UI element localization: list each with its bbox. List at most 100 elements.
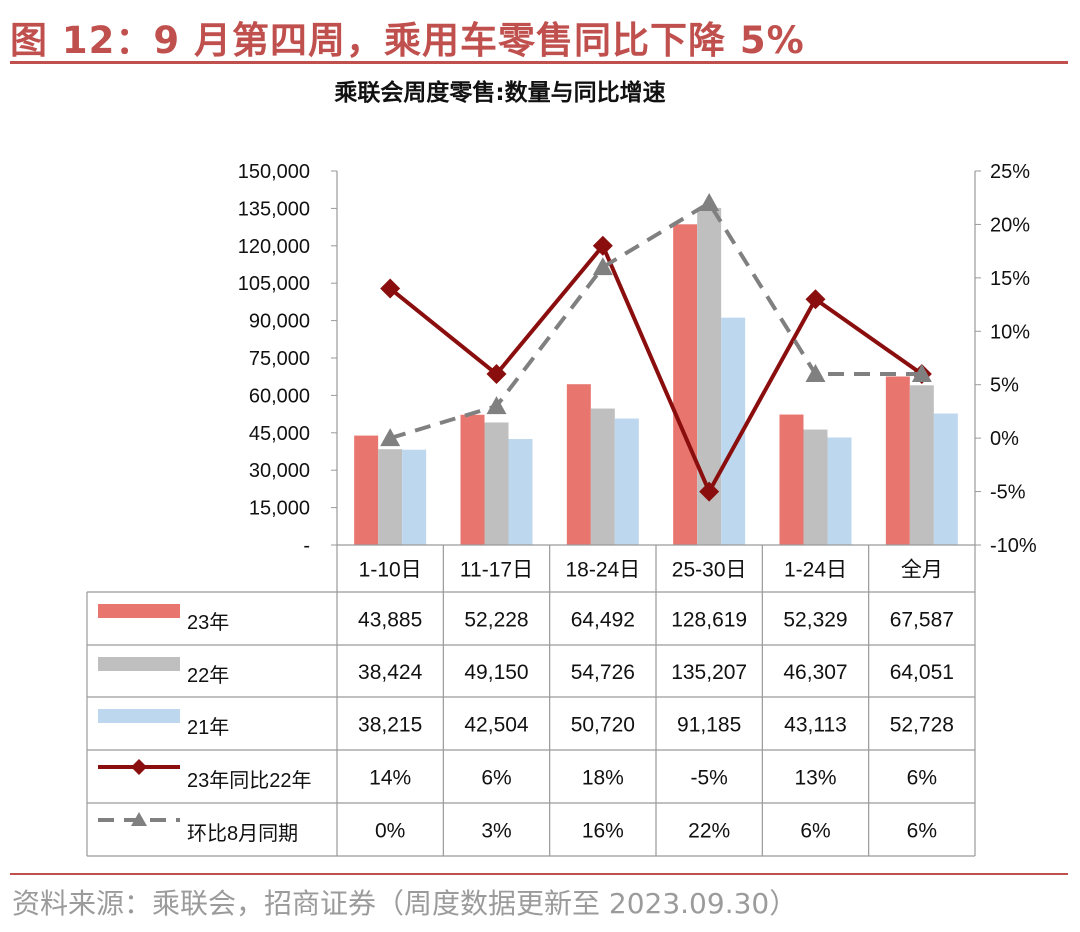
left-axis-tick-label: 135,000 (238, 198, 310, 220)
bar-23年 (779, 414, 804, 545)
table-cell: 38,424 (358, 661, 423, 684)
left-axis-tick-label: 60,000 (249, 385, 310, 407)
table-cell: -5% (690, 767, 727, 790)
bar-22年 (909, 385, 934, 545)
right-axis-tick-label: -5% (990, 482, 1026, 504)
left-axis-tick-label: 150,000 (238, 161, 310, 183)
legend-label: 21年 (187, 716, 229, 739)
table-cell: 135,207 (671, 661, 747, 684)
right-axis-tick-label: 15% (990, 268, 1030, 290)
chart-area: - 15,000 30,000 45,000 60,000 75,000 90,000 105… (86, 161, 1037, 857)
table-cell: 54,726 (571, 661, 635, 684)
table-cell: 64,492 (571, 609, 635, 632)
table-cell: 6% (907, 820, 937, 843)
left-axis-tick-label: 15,000 (249, 498, 310, 520)
table-cell: 91,185 (677, 714, 741, 737)
right-axis-tick-label: 5% (990, 375, 1019, 397)
right-axis-tick-label: 10% (990, 321, 1030, 343)
figure-title: 图 12：9 月第四周，乘用车零售同比下降 5% (10, 19, 805, 62)
table-cell: 52,329 (783, 609, 847, 632)
table-cell: 38,215 (358, 714, 422, 737)
table-cell: 52,728 (890, 714, 954, 737)
bar-22年 (378, 449, 403, 545)
table-cell: 18% (582, 767, 624, 790)
bar-21年 (933, 413, 958, 545)
table-cell: 67,587 (890, 609, 954, 632)
legend-marker-环比8月同期 (131, 812, 147, 826)
bar-21年 (508, 439, 533, 545)
marker-23年同比22年 (380, 278, 401, 299)
table-cell: 0% (375, 820, 405, 843)
bar-23年 (885, 376, 910, 545)
legend-marker-23年同比22年 (131, 759, 147, 775)
marker-23年同比22年 (699, 481, 720, 502)
marker-23年同比22年 (805, 289, 826, 310)
marker-环比8月同期 (805, 364, 826, 383)
left-axis-tick-label: 75,000 (249, 348, 310, 370)
legend-label: 23年 (187, 611, 229, 634)
x-axis-category-label: 全月 (901, 559, 943, 582)
bar-21年 (402, 449, 427, 545)
bar-23年 (566, 384, 591, 545)
marker-环比8月同期 (699, 193, 720, 212)
line-23年同比22年 (388, 243, 923, 494)
legend-label: 23年同比22年 (187, 769, 312, 792)
source-note: 资料来源：乘联会，招商证券（周度数据更新至 2023.09.30） (12, 887, 798, 920)
table-cell: 6% (907, 767, 937, 790)
table-cell: 6% (481, 767, 511, 790)
legend-label: 22年 (187, 664, 229, 687)
right-axis-tick-label: 20% (990, 214, 1030, 236)
table-cell: 13% (794, 767, 836, 790)
legend-key-22年 (98, 657, 180, 671)
legend-label: 环比8月同期 (187, 822, 298, 845)
left-axis-tick-label: - (303, 535, 310, 557)
bar-22年 (590, 408, 615, 545)
marker-环比8月同期 (380, 428, 401, 447)
right-axis-tick-label: 25% (990, 161, 1030, 183)
table-cell: 46,307 (783, 661, 847, 684)
table-cell: 50,720 (571, 714, 635, 737)
chart-title: 乘联会周度零售:数量与同比增速 (334, 80, 666, 106)
bar-23年 (354, 435, 379, 545)
table-cell: 49,150 (464, 661, 528, 684)
x-axis-category-label: 1-10日 (359, 559, 422, 582)
bar-22年 (803, 429, 828, 545)
bar-23年 (460, 414, 485, 545)
table-cell: 16% (582, 820, 624, 843)
marker-环比8月同期 (592, 257, 613, 276)
line-环比8月同期 (389, 201, 922, 441)
x-axis-category-label: 25-30日 (672, 559, 747, 582)
legend-key-23年 (98, 604, 180, 618)
right-axis-tick-label: 0% (990, 428, 1019, 450)
x-axis-category-label: 11-17日 (460, 559, 533, 582)
table-cell: 22% (688, 820, 730, 843)
left-axis-tick-label: 105,000 (238, 273, 310, 295)
table-cell: 128,619 (671, 609, 747, 632)
bar-21年 (827, 437, 852, 545)
table-cell: 14% (369, 767, 411, 790)
table-cell: 3% (481, 820, 511, 843)
table-cell: 64,051 (890, 661, 954, 684)
x-axis-category-label: 1-24日 (784, 559, 847, 582)
legend-key-21年 (98, 709, 180, 723)
right-axis-tick-label: -10% (990, 535, 1037, 557)
table-cell: 6% (800, 820, 830, 843)
left-axis-tick-label: 45,000 (249, 423, 310, 445)
marker-23年同比22年 (486, 364, 507, 385)
x-axis-category-label: 18-24日 (565, 559, 640, 582)
table-cell: 42,504 (464, 714, 529, 737)
left-axis-tick-label: 30,000 (249, 460, 310, 482)
left-axis-tick-label: 90,000 (249, 311, 310, 333)
bar-21年 (614, 418, 639, 545)
marker-环比8月同期 (486, 396, 507, 415)
source-divider (10, 873, 1068, 875)
left-axis-tick-label: 120,000 (238, 236, 310, 258)
bar-23年 (673, 224, 698, 545)
table-cell: 43,113 (784, 714, 847, 737)
table-cell: 52,228 (464, 609, 528, 632)
title-divider (10, 61, 1068, 64)
marker-环比8月同期 (911, 364, 932, 383)
bar-22年 (484, 422, 509, 545)
table-cell: 43,885 (358, 609, 422, 632)
marker-23年同比22年 (592, 235, 613, 256)
